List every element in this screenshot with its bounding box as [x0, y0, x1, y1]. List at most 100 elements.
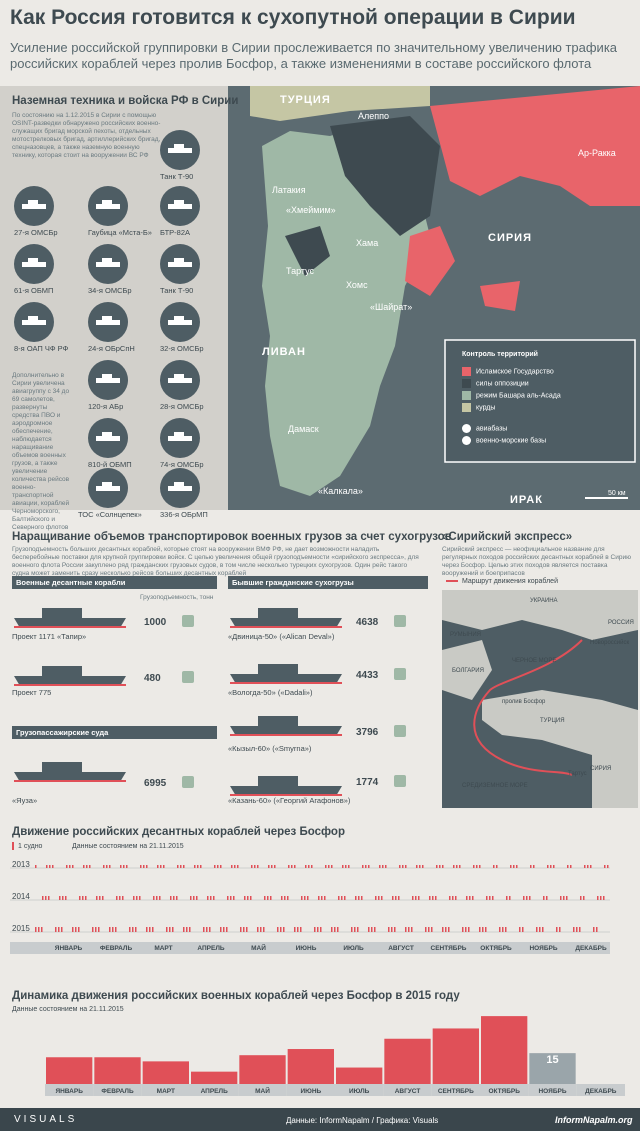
weight-icon [182, 615, 194, 627]
ship-name: «Яуза» [12, 796, 38, 805]
legend-label: силы оппозиции [476, 380, 529, 388]
unit-label: 24-я ОБрСпН [88, 344, 135, 353]
ship-name: «Вологда-50» («Dadali») [228, 688, 313, 697]
ship-capacity: 6995 [144, 778, 167, 789]
legend-navalbase: военно-морские базы [462, 436, 546, 445]
ship-icon [14, 762, 126, 782]
bar [191, 1071, 238, 1084]
footer: VISUALS Данные: InformNapalm / Графика: … [0, 1108, 640, 1131]
tick-label: ФЕВРАЛЬ [101, 1088, 134, 1095]
express-place: СРЕДИЗЕМНОЕ МОРЕ [462, 783, 528, 789]
weight-icon [182, 776, 194, 788]
tick-label: МАРТ [157, 1088, 175, 1095]
ground-heading: Наземная техника и войска РФ в Сирии [12, 95, 239, 107]
data-label: 8 [356, 1069, 362, 1081]
bosphorus-timeline [10, 865, 610, 954]
unit-label: 810-й ОБМП [88, 460, 132, 469]
city-damascus: Дамаск [288, 424, 319, 434]
city-hmeimim: «Хмеймим» [286, 205, 336, 215]
legend-airbase: авиабазы [462, 424, 507, 433]
express-place: БОЛГАРИЯ [452, 668, 484, 674]
city-shayrat: «Шайрат» [370, 302, 413, 312]
rifle-icon [160, 418, 200, 458]
data-label: 13 [111, 1058, 123, 1070]
data-label: 27 [450, 1029, 462, 1041]
chart-title: Динамика движения российских военных кор… [12, 990, 460, 1002]
unit-label: 61-я ОБМП [14, 286, 54, 295]
unit-label: 74-я ОМСБр [160, 460, 204, 469]
city-tartus: Тартус [286, 266, 315, 276]
legend-item: курды [462, 403, 495, 412]
express-heading: «Сирийский экспресс» [442, 531, 573, 543]
bosphorus-date: Данные состоянием на 21.11.2015 [72, 843, 184, 850]
chart-subtitle: Данные состоянием на 21.11.2015 [12, 1006, 124, 1013]
apc-icon [160, 186, 200, 226]
ground-intro: По состоянию на 1.12.2015 в Сирии с помо… [12, 112, 161, 159]
tick-label: СЕНТЯБРЬ [438, 1088, 474, 1095]
rifle-icon [14, 244, 54, 284]
unit-label: Танк Т-90 [160, 286, 194, 295]
data-label: 11 [160, 1062, 172, 1074]
cargo-heading: Наращивание объемов транспортировок воен… [12, 531, 452, 543]
timeline-month: ОКТЯБРЬ [480, 945, 512, 952]
city-latakia: Латакия [272, 185, 306, 195]
tick-label: ИЮЛЬ [349, 1088, 370, 1095]
bar [46, 1057, 93, 1084]
express-place: РОССИЯ [608, 620, 634, 626]
route-legend: Маршрут движения кораблей [446, 578, 558, 585]
timeline-month: ИЮНЬ [295, 945, 317, 952]
unit-label: ТОС «Солнцепек» [78, 510, 142, 519]
bar-chart: 13 ЯНВАРЬ 13 ФЕВРАЛЬ 11 МАРТ 6 АПРЕЛЬ 14 МАЙ 17 ИЮН… [45, 1016, 625, 1096]
map-scale: 50 км [608, 490, 626, 497]
weight-icon [394, 615, 406, 627]
rifle-icon [14, 186, 54, 226]
city-hama: Хама [356, 238, 379, 248]
legend-swatch [462, 391, 471, 400]
data-label: 17 [305, 1050, 317, 1062]
bar [142, 1061, 189, 1084]
tick-label: МАЙ [255, 1086, 270, 1095]
footer-site: InformNapalm.org [555, 1115, 633, 1125]
cargo-intro: Грузоподъемность больших десантных кораб… [12, 546, 419, 577]
civil-ships-head: Бывшие гражданские сухогрузы [228, 576, 428, 589]
legend-label: курды [476, 404, 496, 412]
ship-capacity: 4433 [356, 670, 379, 681]
legend-item: силы оппозиции [462, 379, 529, 388]
data-label: 14 [256, 1056, 269, 1068]
city-homs: Хомс [346, 280, 368, 290]
tick-label: ЯНВАРЬ [55, 1088, 83, 1095]
tank-icon [160, 244, 200, 284]
country-syria: СИРИЯ [488, 232, 532, 244]
rifle-icon [14, 302, 54, 342]
express-place: СИРИЯ [590, 766, 612, 772]
unit-label: 32-я ОМСБр [160, 344, 204, 353]
timeline-month: ДЕКАБРЬ [575, 945, 607, 952]
weight-icon [394, 725, 406, 737]
bar [287, 1049, 334, 1084]
capacity-label: Грузоподъемность, тонн [140, 594, 214, 601]
bosphorus-heading: Движение российских десантных кораблей ч… [12, 826, 345, 838]
data-label: 22 [401, 1040, 413, 1052]
bar [481, 1016, 528, 1084]
tick-label: ОКТЯБРЬ [488, 1088, 520, 1095]
bar [384, 1038, 431, 1084]
express-place: Тартус [568, 771, 587, 777]
bar [336, 1067, 383, 1084]
footer-logo: VISUALS [14, 1114, 78, 1125]
timeline-month: МАЙ [251, 945, 266, 952]
legend-swatch [462, 367, 471, 376]
legend-title: Контроль территорий [462, 351, 538, 358]
express-map [442, 590, 638, 808]
route-label: Маршрут движения кораблей [462, 578, 558, 585]
weight-icon [394, 668, 406, 680]
ship-capacity: 3796 [356, 727, 379, 738]
legend-swatch [462, 379, 471, 388]
legend-item: режим Башара аль-Асада [462, 391, 561, 400]
timeline-year: 2013 [12, 860, 30, 869]
ship-name: «Казань-60» («Георгий Агафонов») [228, 796, 351, 805]
legend-airbase-label: авиабазы [476, 425, 508, 433]
bosphorus-legend-label: 1 судно [18, 842, 43, 850]
rifle-icon [160, 468, 200, 508]
country-lebanon: ЛИВАН [262, 346, 306, 358]
passenger-ships-head: Грузопассажирские суда [12, 726, 217, 739]
